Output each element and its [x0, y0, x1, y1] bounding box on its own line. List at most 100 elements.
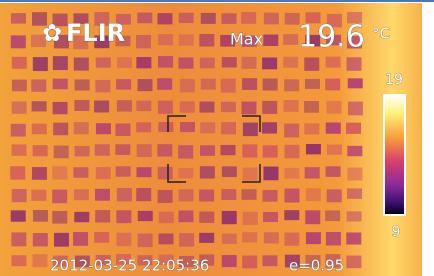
window — [11, 255, 26, 266]
window — [262, 122, 277, 133]
window — [222, 166, 237, 177]
window — [284, 100, 299, 112]
window — [54, 233, 69, 247]
window — [222, 211, 237, 224]
window — [10, 166, 25, 179]
window — [284, 79, 299, 91]
window — [136, 122, 151, 132]
window — [32, 167, 47, 180]
window — [95, 210, 110, 222]
window — [158, 56, 173, 68]
window — [178, 57, 193, 68]
window — [73, 167, 88, 177]
window — [243, 168, 258, 181]
window — [115, 144, 130, 155]
window — [326, 122, 341, 133]
window — [306, 188, 321, 201]
window — [136, 188, 151, 201]
window — [94, 232, 109, 243]
emissivity: e=0.95 — [289, 257, 344, 275]
window — [242, 256, 257, 269]
window — [52, 166, 67, 179]
window — [53, 79, 68, 90]
window — [31, 79, 46, 91]
window — [306, 144, 321, 154]
window — [222, 255, 237, 267]
window — [116, 233, 131, 247]
window — [158, 101, 173, 114]
window — [283, 57, 298, 68]
window — [137, 79, 152, 91]
window — [12, 80, 27, 92]
window — [96, 123, 111, 134]
window — [220, 145, 235, 155]
window — [221, 122, 236, 134]
window — [221, 102, 236, 112]
window — [325, 79, 340, 91]
window — [305, 79, 320, 89]
window — [304, 123, 319, 134]
window — [54, 145, 69, 158]
window — [117, 100, 132, 111]
window — [263, 35, 278, 46]
window — [179, 189, 194, 201]
window — [136, 57, 151, 68]
window — [242, 232, 257, 242]
window — [75, 79, 90, 90]
scale-max: 19 — [385, 72, 403, 88]
window — [180, 122, 195, 132]
window — [116, 166, 131, 176]
window — [347, 211, 362, 221]
window — [115, 123, 130, 136]
window — [179, 233, 194, 247]
window — [346, 123, 361, 134]
window — [283, 34, 298, 45]
window — [221, 79, 236, 93]
window — [11, 13, 26, 23]
window — [200, 58, 215, 69]
window — [11, 210, 26, 221]
window — [137, 144, 152, 157]
window — [12, 102, 27, 114]
measure-label: Max — [230, 30, 263, 49]
window — [346, 57, 361, 71]
window — [243, 212, 258, 225]
window — [158, 233, 173, 244]
window — [95, 144, 110, 155]
window — [242, 57, 257, 69]
window — [284, 210, 299, 220]
timestamp: 2012-03-25 22:05:36 — [50, 257, 209, 275]
measure-value: 19.6 — [298, 20, 365, 55]
window — [53, 102, 68, 114]
window — [347, 146, 362, 156]
window — [158, 167, 173, 180]
window — [94, 101, 109, 113]
window — [199, 233, 214, 243]
window — [74, 58, 89, 71]
window — [180, 79, 195, 92]
logo-icon: ✿ — [42, 19, 62, 47]
window — [243, 123, 258, 137]
window — [157, 78, 172, 90]
window — [222, 234, 237, 244]
window — [12, 189, 27, 202]
window — [305, 210, 320, 224]
window — [326, 232, 341, 245]
window — [12, 57, 27, 69]
window — [33, 145, 48, 156]
window — [178, 210, 193, 222]
window — [347, 188, 362, 198]
window — [346, 256, 361, 269]
window — [157, 13, 172, 24]
window — [52, 190, 67, 204]
window — [200, 102, 215, 113]
window — [137, 13, 152, 24]
window — [32, 124, 47, 135]
window — [306, 232, 321, 244]
window — [74, 100, 89, 111]
window — [348, 78, 363, 88]
window — [138, 211, 153, 221]
window — [305, 167, 320, 178]
window — [199, 34, 214, 46]
window — [200, 122, 215, 133]
